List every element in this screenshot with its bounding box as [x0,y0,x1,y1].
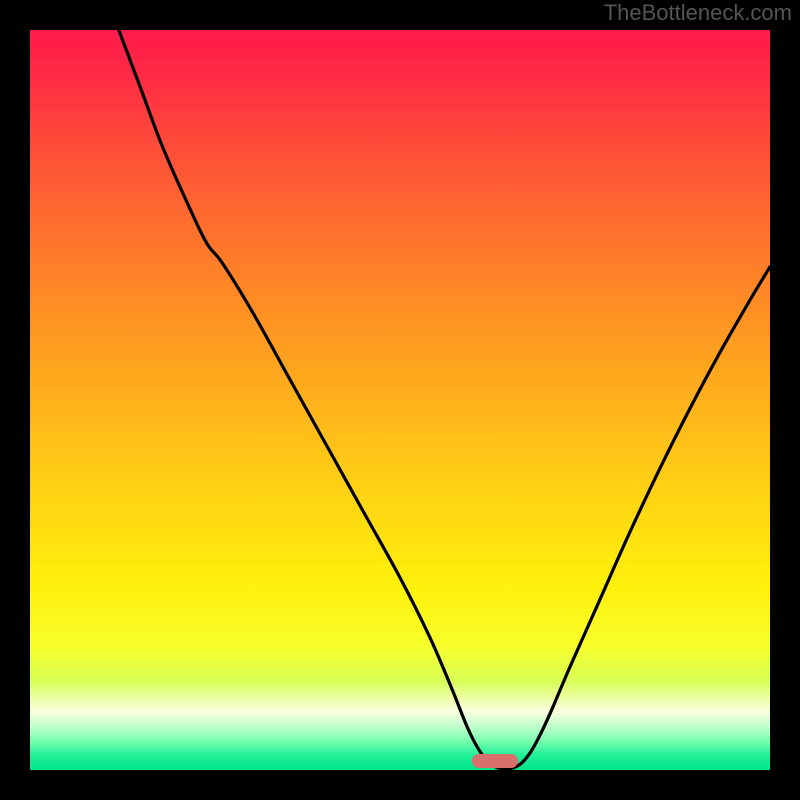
chart-stage: TheBottleneck.com [0,0,800,800]
bottleneck-curve [30,30,770,770]
plot-area [30,30,770,770]
optimal-marker [472,754,518,768]
curve-path [119,30,770,769]
watermark-label: TheBottleneck.com [604,0,792,26]
